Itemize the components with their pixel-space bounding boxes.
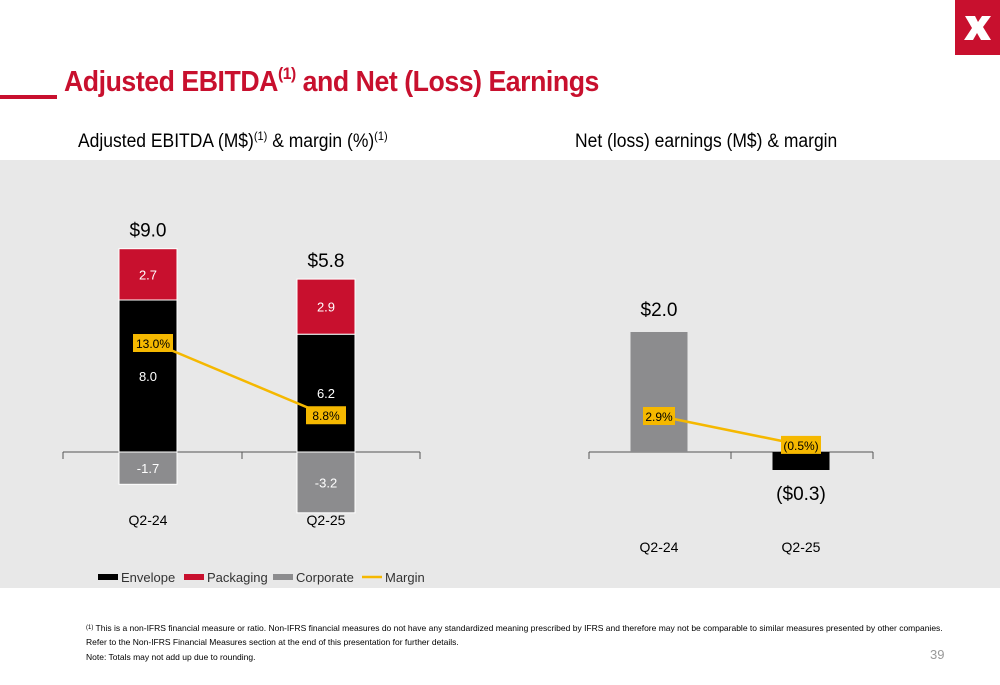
page-number: 39	[930, 647, 945, 662]
legend-label: Packaging	[207, 570, 268, 585]
packaging-value-label: 2.7	[139, 267, 157, 282]
rounding-note: Note: Totals may not add up due to round…	[86, 652, 256, 662]
bar-packaging	[296, 278, 356, 335]
corporate-value-label: -3.2	[315, 475, 337, 490]
legend-label: Envelope	[121, 570, 175, 585]
net-margin-value-label: (0.5%)	[783, 439, 818, 453]
ebitda-category-label: Q2-24	[129, 512, 168, 528]
packaging-value-label: 2.9	[317, 300, 335, 315]
logo-x-icon	[964, 16, 991, 40]
ebitda-total-label: $9.0	[130, 221, 167, 242]
net-earnings-value-label: $2.0	[641, 300, 678, 321]
company-logo	[955, 0, 1000, 55]
margin-value-label: 13.0%	[136, 337, 170, 351]
net-margin-line	[658, 414, 802, 447]
net-margin-label-box	[781, 435, 821, 454]
legend-swatch	[184, 574, 204, 580]
bar-packaging	[118, 248, 178, 301]
legend-swatch	[273, 574, 293, 580]
net-margin-label-box	[643, 407, 675, 425]
legend-label: Margin	[385, 570, 425, 585]
ebitda-margin-line	[153, 341, 327, 417]
ebitda-chart-title: Adjusted EBITDA (M$)(1) & margin (%)(1)	[78, 129, 388, 152]
footnote: (1) This is a non-IFRS financial measure…	[86, 623, 943, 647]
bar-envelope	[296, 333, 356, 453]
margin-label-box	[306, 406, 346, 425]
net-earnings-bar	[630, 332, 688, 452]
charts-canvas: 8.0 2.7 -1.7 $9.0 Q2-24 6.2 2.9 -3.2 $5.8 Q2-25 13…	[62, 221, 874, 585]
net-earnings-bar	[772, 452, 830, 470]
legend-swatch	[98, 574, 118, 580]
envelope-value-label: 6.2	[317, 386, 335, 401]
net-earnings-chart-title: Net (loss) earnings (M$) & margin	[575, 131, 838, 152]
net-earnings-value-label: ($0.3)	[776, 484, 826, 505]
ebitda-category-label: Q2-25	[307, 512, 346, 528]
net-category-label: Q2-25	[782, 539, 821, 555]
margin-label-box	[133, 334, 173, 352]
net-category-label: Q2-24	[640, 539, 679, 555]
envelope-value-label: 8.0	[139, 369, 157, 384]
bar-corporate	[296, 451, 356, 514]
corporate-value-label: -1.7	[137, 461, 159, 476]
ebitda-total-label: $5.8	[308, 251, 345, 272]
slide-title: Adjusted EBITDA(1) and Net (Loss) Earnin…	[64, 64, 599, 98]
margin-value-label: 8.8%	[312, 409, 340, 423]
legend-label: Corporate	[296, 570, 354, 585]
title-accent-bar	[0, 95, 57, 99]
net-margin-value-label: 2.9%	[645, 410, 673, 424]
bar-corporate	[118, 451, 178, 485]
